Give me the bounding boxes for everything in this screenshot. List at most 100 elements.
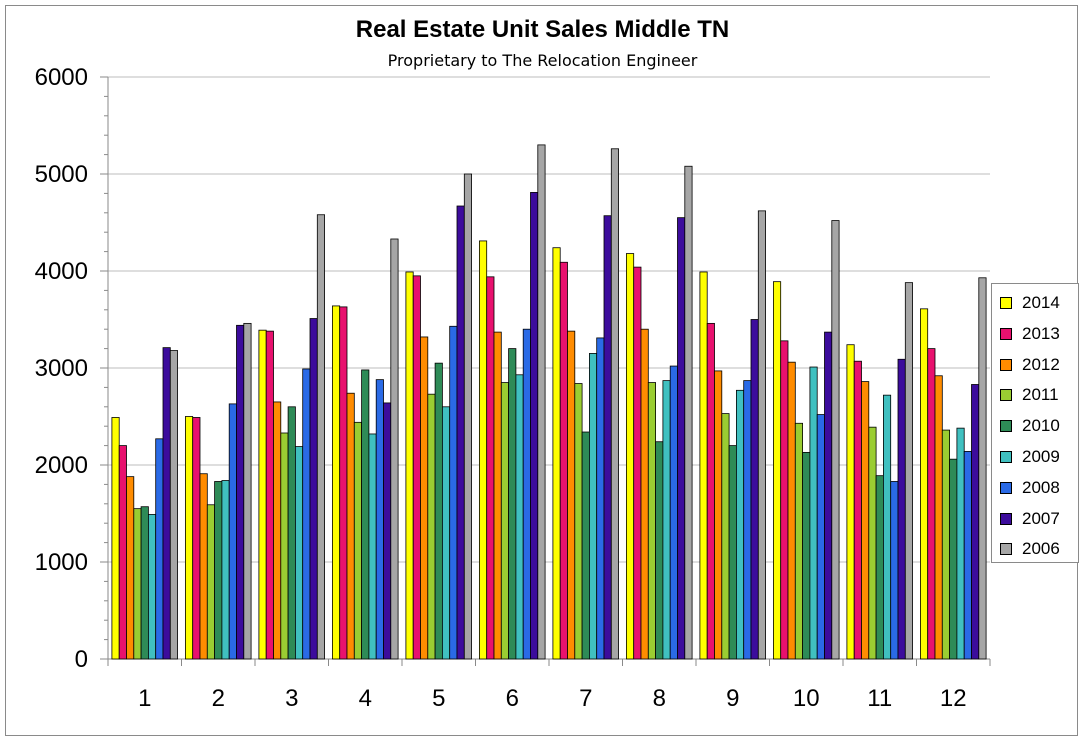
- bar-2012-5: [420, 336, 429, 660]
- y-tick-label: 4000: [35, 258, 88, 285]
- bar-2009-1: [147, 514, 157, 660]
- bar-2006-3: [316, 214, 325, 660]
- legend-swatch: [1000, 543, 1012, 556]
- legend-item-2014: 2014: [1000, 293, 1060, 313]
- y-tick-label: 1000: [35, 549, 88, 576]
- bar-2011-3: [280, 432, 289, 660]
- legend-item-2006: 2006: [1000, 539, 1060, 559]
- legend-item-2011: 2011: [1000, 385, 1059, 405]
- bar-2006-2: [243, 322, 252, 660]
- x-tick-label: 7: [579, 685, 592, 712]
- bar-2007-8: [677, 217, 686, 660]
- bar-2012-12: [934, 375, 943, 660]
- bar-2012-2: [199, 473, 208, 660]
- bar-2006-11: [904, 282, 913, 660]
- y-tick-label: 2000: [35, 452, 88, 479]
- bar-2013-11: [853, 360, 862, 660]
- y-tick-label: 6000: [35, 64, 88, 91]
- x-tick-label: 1: [138, 685, 151, 712]
- bar-2009-12: [956, 427, 965, 660]
- bar-2013-5: [412, 275, 421, 660]
- x-tick-label: 8: [653, 685, 666, 712]
- bar-2010-11: [875, 475, 884, 660]
- bar-2014-11: [846, 344, 855, 660]
- bar-2008-8: [669, 365, 678, 660]
- bar-2010-6: [508, 348, 517, 660]
- legend-swatch: [1000, 327, 1012, 340]
- bar-2008-6: [522, 328, 531, 660]
- bar-2007-5: [456, 205, 465, 660]
- bar-2007-6: [530, 192, 539, 660]
- legend-label: 2006: [1022, 539, 1060, 559]
- bar-2009-2: [221, 480, 230, 660]
- x-tick-label: 10: [793, 685, 820, 712]
- bar-2013-4: [339, 306, 348, 660]
- bar-2007-12: [971, 384, 980, 660]
- bar-2006-1: [169, 350, 179, 660]
- chart-title: Real Estate Unit Sales Middle TN: [355, 16, 730, 43]
- bar-2010-9: [728, 445, 737, 660]
- bar-2008-9: [743, 380, 752, 660]
- x-tick-label: 4: [359, 685, 372, 712]
- bar-2008-4: [375, 379, 384, 660]
- bar-2007-11: [897, 358, 906, 660]
- legend-swatch: [1000, 389, 1012, 402]
- chart-legend: 2014 2013 2012 2011 2010 2009 2008 2007 2006: [991, 283, 1079, 563]
- bar-2011-8: [647, 382, 656, 660]
- legend-label: 2007: [1022, 508, 1060, 528]
- bar-2007-2: [236, 324, 245, 660]
- bar-2010-12: [949, 458, 958, 660]
- bar-2006-4: [390, 238, 399, 660]
- legend-swatch: [1000, 512, 1012, 525]
- bar-2014-5: [405, 271, 414, 660]
- bar-2014-4: [331, 305, 341, 660]
- bar-2008-2: [228, 403, 237, 660]
- bar-2009-4: [368, 433, 377, 660]
- bar-2008-11: [890, 481, 899, 660]
- bar-2009-7: [589, 353, 598, 660]
- bar-2014-1: [111, 417, 120, 660]
- bar-2010-4: [361, 369, 370, 660]
- bar-2014-12: [920, 308, 929, 660]
- bar-2014-9: [699, 271, 708, 660]
- bar-2008-1: [155, 438, 164, 660]
- bar-2011-9: [721, 413, 730, 660]
- bar-2007-10: [824, 331, 833, 660]
- bar-2010-3: [287, 406, 296, 660]
- y-tick-label: 5000: [35, 161, 88, 188]
- bar-2006-5: [463, 173, 472, 660]
- legend-item-2009: 2009: [1000, 447, 1060, 467]
- bar-2013-1: [118, 445, 127, 660]
- y-tick-label: 3000: [35, 355, 88, 382]
- bar-2014-8: [626, 253, 635, 660]
- bar-2011-7: [574, 383, 583, 660]
- bar-2011-10: [794, 422, 803, 660]
- bar-2014-10: [773, 281, 782, 660]
- legend-item-2008: 2008: [1000, 478, 1060, 498]
- legend-label: 2011: [1022, 385, 1059, 405]
- bar-2014-2: [184, 416, 194, 660]
- bar-2014-3: [258, 329, 267, 660]
- x-tick-label: 2: [212, 685, 225, 712]
- bar-2006-7: [610, 148, 619, 660]
- bar-2009-5: [441, 406, 451, 660]
- bar-2014-7: [552, 247, 561, 660]
- legend-item-2012: 2012: [1000, 355, 1060, 375]
- bar-2012-9: [714, 370, 723, 660]
- legend-item-2013: 2013: [1000, 324, 1060, 344]
- bar-2010-2: [214, 481, 223, 660]
- bar-2010-1: [140, 506, 149, 660]
- bar-2013-2: [192, 417, 201, 660]
- x-tick-label: 3: [285, 685, 298, 712]
- legend-item-2007: 2007: [1000, 509, 1060, 529]
- x-tick-label: 12: [940, 685, 967, 712]
- bar-2007-9: [750, 319, 759, 660]
- bar-2009-10: [809, 366, 818, 660]
- legend-label: 2008: [1022, 477, 1060, 497]
- bar-2013-8: [633, 266, 642, 660]
- legend-label: 2014: [1022, 293, 1060, 312]
- bar-2006-12: [978, 277, 987, 660]
- legend-label: 2009: [1022, 447, 1060, 466]
- bar-2013-7: [559, 261, 568, 660]
